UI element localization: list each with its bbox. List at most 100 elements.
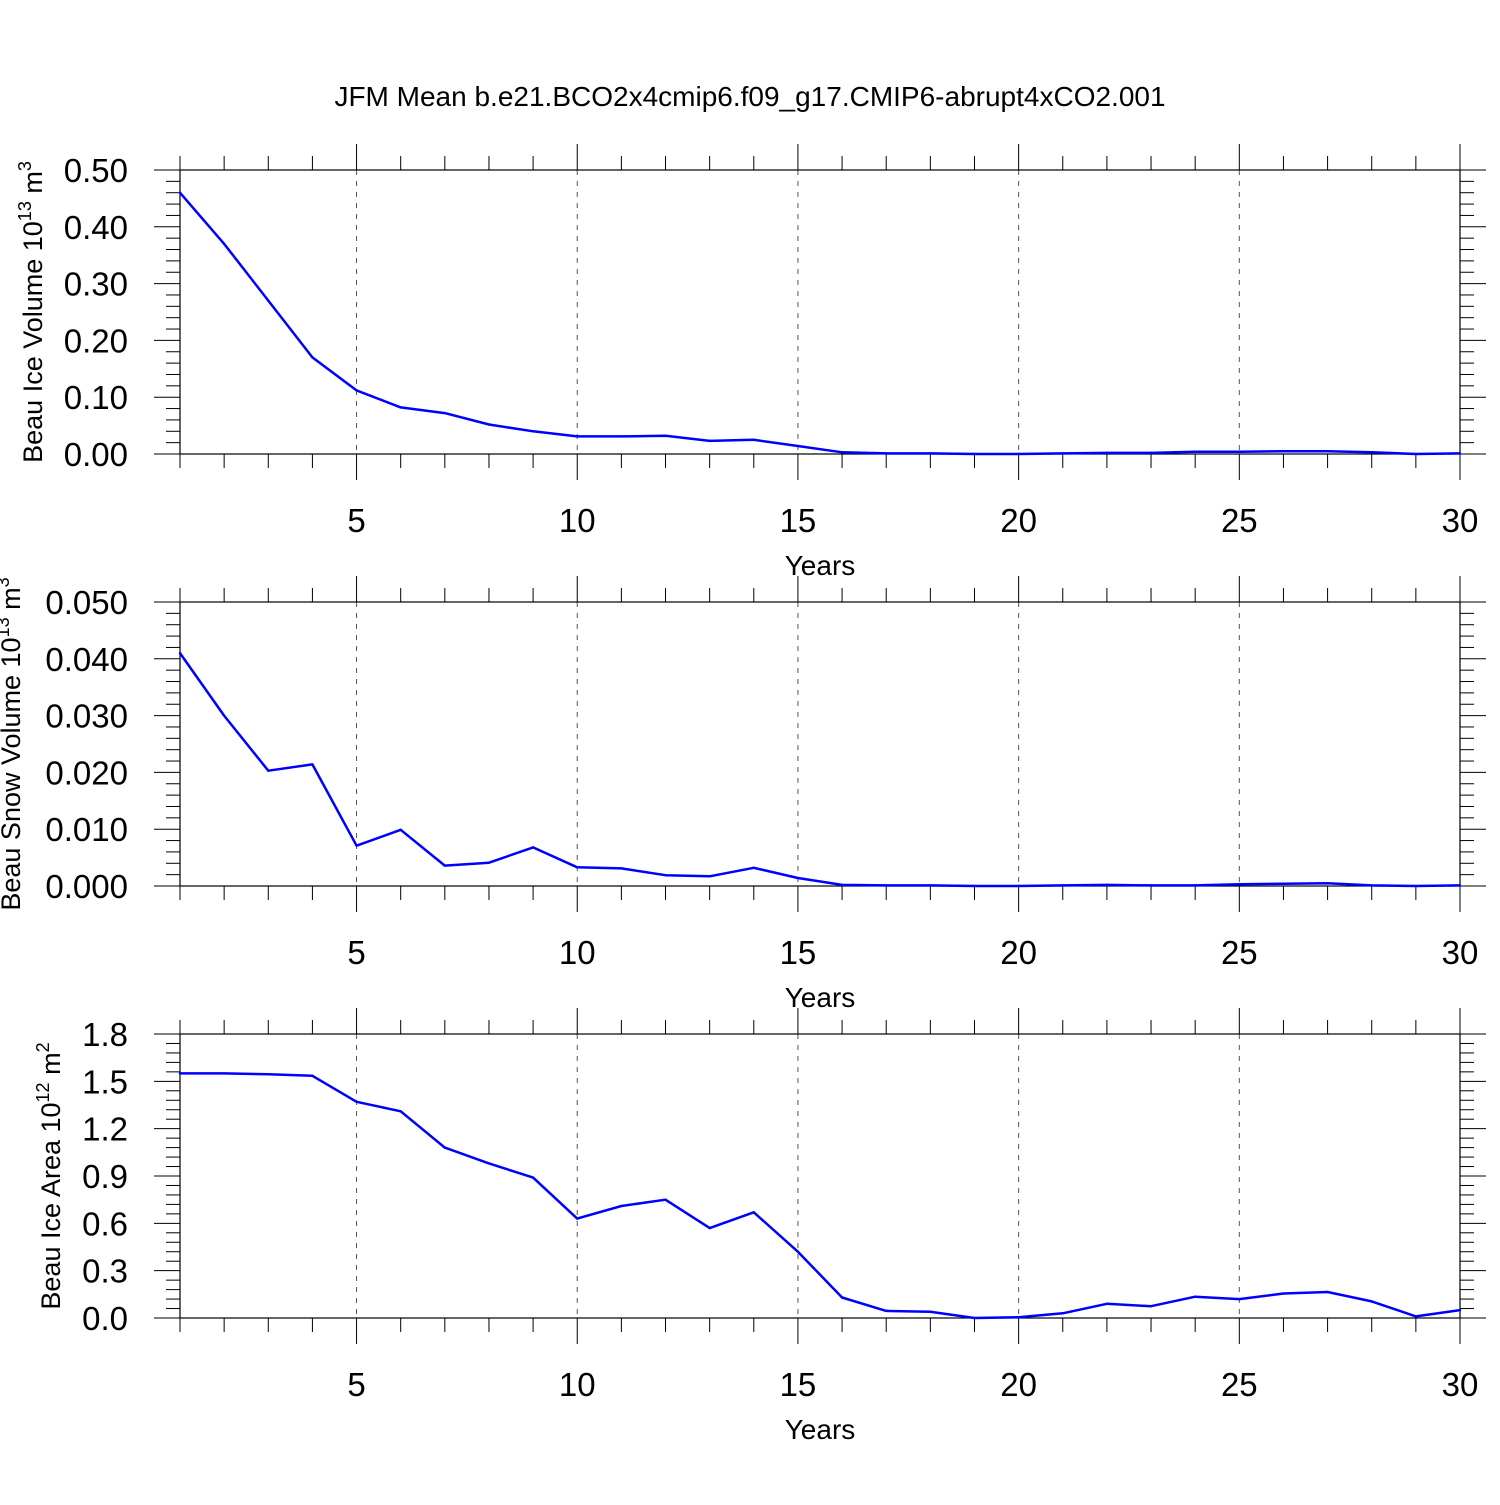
panel-2: 0.000 0.010 0.020 0.030 0.040 0.050 5 10 15 20 25 3… bbox=[0, 576, 1486, 1013]
data-point bbox=[487, 1162, 491, 1165]
data-point bbox=[752, 438, 755, 441]
y-axis-label-superscript: 3 bbox=[15, 161, 35, 171]
data-point bbox=[1414, 1315, 1418, 1318]
x-tick-label: 5 bbox=[347, 502, 365, 539]
data-point bbox=[443, 1146, 447, 1149]
data-point bbox=[1238, 1297, 1241, 1301]
data-point bbox=[576, 435, 579, 438]
x-tick-label: 20 bbox=[1000, 1366, 1037, 1403]
data-point bbox=[1193, 450, 1197, 453]
data-point bbox=[664, 1198, 667, 1201]
x-tick-label: 30 bbox=[1442, 934, 1479, 971]
data-point bbox=[399, 1110, 402, 1113]
y-tick-label: 0.9 bbox=[82, 1158, 128, 1195]
x-axis-label: Years bbox=[785, 982, 856, 1013]
y-tick-label: 1.5 bbox=[82, 1063, 128, 1100]
data-point bbox=[178, 1072, 182, 1075]
data-point bbox=[531, 846, 535, 849]
y-axis-label-text: Beau Ice Area 10 bbox=[36, 1102, 66, 1309]
data-point bbox=[752, 1211, 755, 1214]
y-tick-label: 0.40 bbox=[64, 209, 128, 246]
data-point bbox=[531, 430, 535, 433]
x-tick-label: 15 bbox=[780, 934, 817, 971]
x-tick-label: 20 bbox=[1000, 934, 1037, 971]
data-point bbox=[1193, 884, 1197, 887]
data-point bbox=[443, 411, 447, 415]
data-point bbox=[487, 423, 491, 426]
data-point bbox=[929, 452, 932, 455]
data-point bbox=[267, 1073, 270, 1076]
data-point bbox=[576, 1217, 579, 1220]
y-axis-label-text: m bbox=[36, 1052, 66, 1082]
data-point bbox=[311, 356, 314, 359]
plot-frame bbox=[179, 169, 1461, 455]
data-point bbox=[1370, 1300, 1373, 1303]
data-point bbox=[1326, 1290, 1329, 1294]
data-point bbox=[620, 435, 623, 438]
data-point bbox=[1149, 451, 1153, 455]
y-tick-label: 0.0 bbox=[82, 1300, 128, 1337]
data-point bbox=[708, 875, 711, 878]
y-axis-label-text: Beau Ice Volume 10 bbox=[18, 221, 48, 463]
y-axis-label-superscript: 12 bbox=[33, 1082, 53, 1102]
y-tick-label: 0.6 bbox=[82, 1205, 128, 1242]
data-point bbox=[840, 883, 844, 887]
data-point bbox=[487, 861, 491, 864]
y-tick-label: 0.00 bbox=[64, 436, 128, 473]
data-point bbox=[840, 451, 844, 454]
data-point bbox=[399, 406, 402, 409]
y-axis-label-text: m bbox=[18, 171, 48, 201]
data-point bbox=[1282, 1292, 1285, 1295]
data-point bbox=[973, 884, 976, 888]
series-line-1 bbox=[179, 191, 1461, 456]
data-point bbox=[1458, 884, 1462, 887]
x-tick-label: 25 bbox=[1221, 502, 1258, 539]
data-point bbox=[311, 763, 314, 766]
data-point bbox=[1238, 450, 1241, 453]
data-point bbox=[443, 864, 447, 867]
data-point bbox=[885, 1309, 888, 1313]
data-point bbox=[929, 884, 932, 887]
data-point bbox=[222, 242, 226, 246]
data-point bbox=[664, 874, 667, 877]
data-point bbox=[708, 1226, 711, 1230]
y-axis-label-superscript: 13 bbox=[0, 617, 13, 637]
x-tick-label: 30 bbox=[1442, 1366, 1479, 1403]
data-point bbox=[1414, 452, 1418, 456]
x-tick-label: 10 bbox=[559, 502, 596, 539]
series-line-2 bbox=[178, 652, 1461, 888]
data-point bbox=[355, 1100, 358, 1104]
y-axis-label: Beau Ice Area 1012 m2 bbox=[33, 1042, 66, 1309]
data-point bbox=[531, 1176, 535, 1179]
x-tick-label: 10 bbox=[559, 934, 596, 971]
data-point bbox=[576, 866, 579, 869]
data-point bbox=[1149, 1304, 1153, 1308]
data-point bbox=[620, 1204, 623, 1208]
data-point bbox=[355, 389, 358, 392]
y-axis-label: Beau Ice Volume 1013 m3 bbox=[15, 161, 48, 463]
plot-frame bbox=[179, 601, 1461, 887]
data-point bbox=[840, 1296, 844, 1299]
x-tick-label: 10 bbox=[559, 1366, 596, 1403]
figure-title: JFM Mean b.e21.BCO2x4cmip6.f09_g17.CMIP6… bbox=[334, 81, 1165, 112]
data-point bbox=[708, 439, 711, 443]
x-tick-label: 15 bbox=[780, 1366, 817, 1403]
y-tick-label: 0.000 bbox=[45, 868, 128, 905]
series-line-3 bbox=[180, 1072, 1461, 1320]
y-axis-label-text: Beau Snow Volume 10 bbox=[0, 637, 26, 910]
panels: 0.000.100.200.300.400.505 10 15 20 25 30Years… bbox=[0, 144, 1486, 1445]
x-tick-label: 30 bbox=[1442, 502, 1479, 539]
y-axis-label-superscript: 13 bbox=[15, 201, 35, 221]
data-point bbox=[1017, 884, 1020, 888]
y-tick-label: 1.2 bbox=[82, 1111, 128, 1148]
y-tick-label: 0.30 bbox=[64, 266, 128, 303]
data-point bbox=[973, 452, 976, 456]
y-tick-label: 0.030 bbox=[45, 698, 128, 735]
y-tick-label: 0.040 bbox=[45, 641, 128, 678]
data-point bbox=[885, 884, 888, 887]
data-point bbox=[796, 444, 800, 448]
data-point bbox=[1017, 1316, 1020, 1319]
data-point bbox=[1017, 452, 1020, 456]
data-point bbox=[399, 828, 402, 831]
data-point bbox=[1370, 451, 1373, 454]
